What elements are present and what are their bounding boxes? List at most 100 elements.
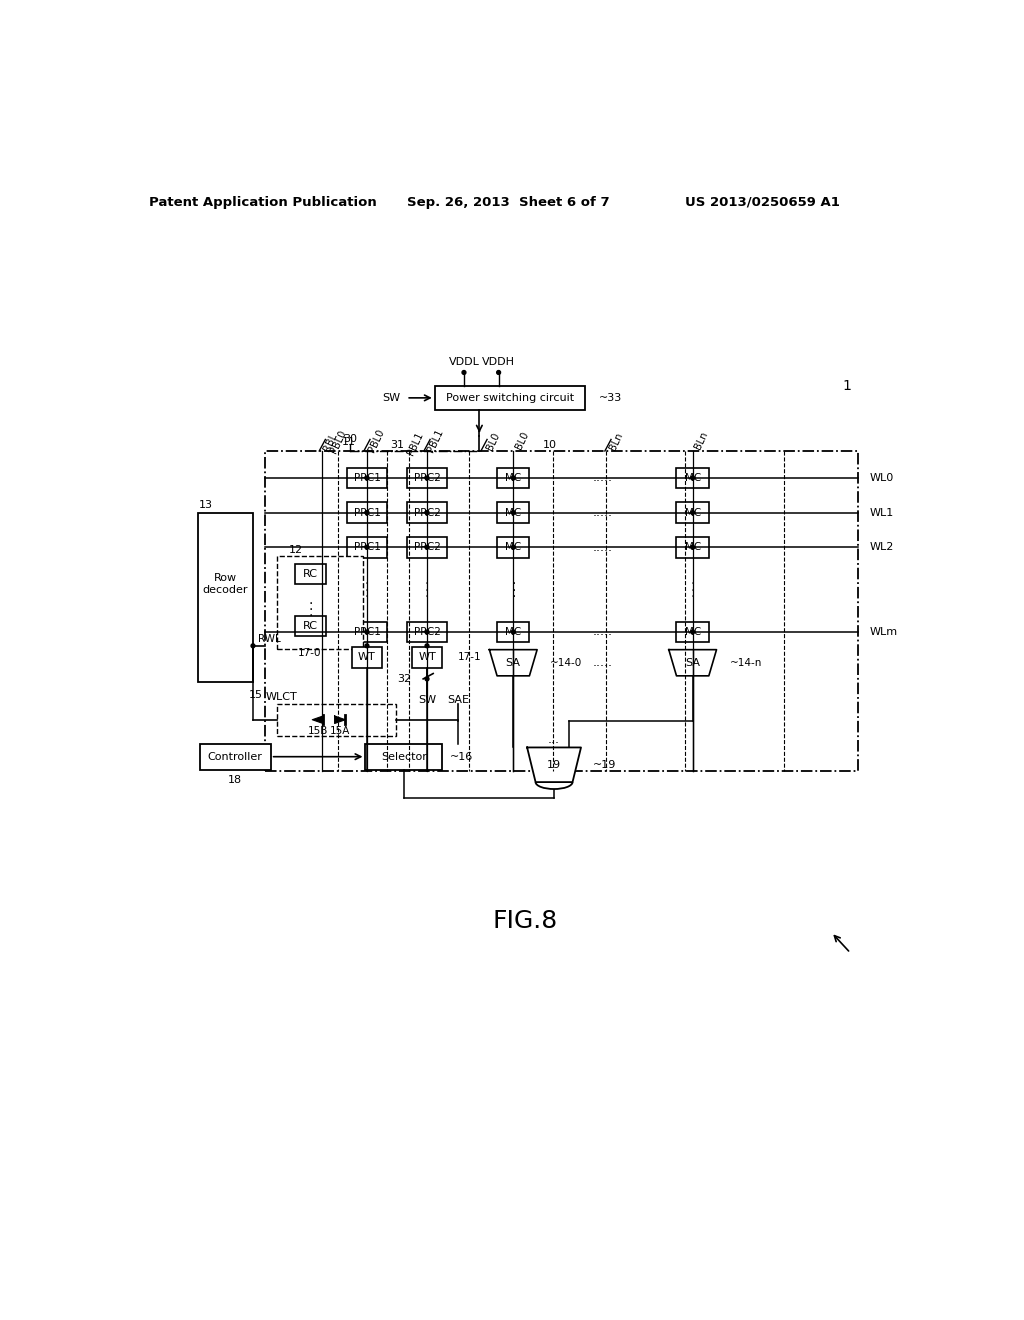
Text: 12: 12 xyxy=(289,545,303,554)
Text: BLn: BLn xyxy=(692,430,710,450)
Bar xyxy=(276,704,396,737)
Bar xyxy=(351,647,382,668)
Text: 19: 19 xyxy=(547,760,561,770)
Text: SW: SW xyxy=(418,694,436,705)
Text: RC: RC xyxy=(303,569,318,579)
Text: VDDH: VDDH xyxy=(482,358,515,367)
Text: VDDL: VDDL xyxy=(449,358,479,367)
Text: BL0: BL0 xyxy=(484,432,502,453)
Bar xyxy=(295,616,326,636)
Circle shape xyxy=(511,511,515,515)
Bar xyxy=(347,537,387,557)
Polygon shape xyxy=(489,649,538,676)
Text: 15A: 15A xyxy=(330,726,350,735)
Text: .: . xyxy=(308,605,313,619)
Text: RWL: RWL xyxy=(258,634,281,644)
Circle shape xyxy=(425,630,429,634)
Text: Selector: Selector xyxy=(381,751,427,762)
Bar xyxy=(347,622,387,643)
Text: SA: SA xyxy=(506,657,521,668)
Bar xyxy=(677,537,709,557)
Text: MC: MC xyxy=(684,508,700,517)
Text: 13: 13 xyxy=(199,500,213,510)
Text: .: . xyxy=(690,586,695,599)
Text: Sep. 26, 2013  Sheet 6 of 7: Sep. 26, 2013 Sheet 6 of 7 xyxy=(407,195,609,209)
Circle shape xyxy=(425,477,429,480)
Bar xyxy=(497,467,529,488)
Text: 31: 31 xyxy=(390,440,404,450)
Text: ...: ... xyxy=(548,733,560,746)
Text: WT: WT xyxy=(358,652,376,663)
Text: .: . xyxy=(425,586,429,599)
Bar xyxy=(677,622,709,643)
Bar xyxy=(412,647,442,668)
Text: PRC1: PRC1 xyxy=(353,508,380,517)
Text: FIG.8: FIG.8 xyxy=(493,908,557,933)
Circle shape xyxy=(365,630,369,634)
Text: PRC1: PRC1 xyxy=(353,543,380,552)
Bar xyxy=(366,743,442,770)
Text: ~14-n: ~14-n xyxy=(730,657,762,668)
Circle shape xyxy=(365,511,369,515)
Text: Controller: Controller xyxy=(208,751,263,762)
Circle shape xyxy=(365,644,369,648)
Text: .....: ..... xyxy=(593,471,612,484)
Bar xyxy=(407,467,447,488)
Circle shape xyxy=(691,511,694,515)
Text: ~19: ~19 xyxy=(593,760,615,770)
Bar xyxy=(677,467,709,488)
Text: 17-1: 17-1 xyxy=(458,652,481,663)
Text: SAE: SAE xyxy=(446,694,469,705)
Text: PBL1: PBL1 xyxy=(407,430,426,457)
Text: .....: ..... xyxy=(593,541,612,554)
Bar xyxy=(276,557,364,649)
Polygon shape xyxy=(335,715,345,723)
Text: MC: MC xyxy=(505,543,521,552)
Text: .: . xyxy=(511,586,515,599)
Circle shape xyxy=(691,545,694,549)
Bar xyxy=(295,564,326,585)
Text: MC: MC xyxy=(505,627,521,638)
Circle shape xyxy=(425,644,429,648)
Bar xyxy=(497,502,529,523)
Text: PRC1: PRC1 xyxy=(353,627,380,638)
Text: Row: Row xyxy=(214,573,237,583)
Text: MC: MC xyxy=(505,473,521,483)
Text: .: . xyxy=(308,593,313,607)
Text: WT: WT xyxy=(418,652,436,663)
Polygon shape xyxy=(669,649,717,676)
Bar xyxy=(435,385,585,411)
Text: PRC2: PRC2 xyxy=(414,543,440,552)
Text: US 2013/0250659 A1: US 2013/0250659 A1 xyxy=(684,195,840,209)
Circle shape xyxy=(462,371,466,375)
Text: 11: 11 xyxy=(341,437,355,446)
Text: MC: MC xyxy=(684,473,700,483)
Circle shape xyxy=(425,511,429,515)
Text: 30: 30 xyxy=(343,434,357,445)
Text: 18: 18 xyxy=(228,775,243,785)
Text: 15B: 15B xyxy=(307,726,328,735)
Text: PRC1: PRC1 xyxy=(353,473,380,483)
Text: ~16: ~16 xyxy=(451,751,473,762)
Circle shape xyxy=(251,644,255,648)
Circle shape xyxy=(691,477,694,480)
Text: .: . xyxy=(690,579,695,594)
Text: .: . xyxy=(511,579,515,594)
Polygon shape xyxy=(527,747,581,781)
Text: BLn: BLn xyxy=(608,432,625,453)
Circle shape xyxy=(365,545,369,549)
Bar xyxy=(497,537,529,557)
Text: RC: RC xyxy=(303,620,318,631)
Bar xyxy=(497,622,529,643)
Text: .: . xyxy=(425,573,429,587)
Text: ~14-0: ~14-0 xyxy=(550,657,583,668)
Circle shape xyxy=(425,545,429,549)
Text: decoder: decoder xyxy=(203,585,248,594)
Text: WL2: WL2 xyxy=(869,543,894,552)
Bar xyxy=(265,451,858,771)
Text: MC: MC xyxy=(684,627,700,638)
Text: 15: 15 xyxy=(249,690,263,700)
Bar xyxy=(200,743,270,770)
Text: 10: 10 xyxy=(543,440,557,450)
Text: WL1: WL1 xyxy=(869,508,894,517)
